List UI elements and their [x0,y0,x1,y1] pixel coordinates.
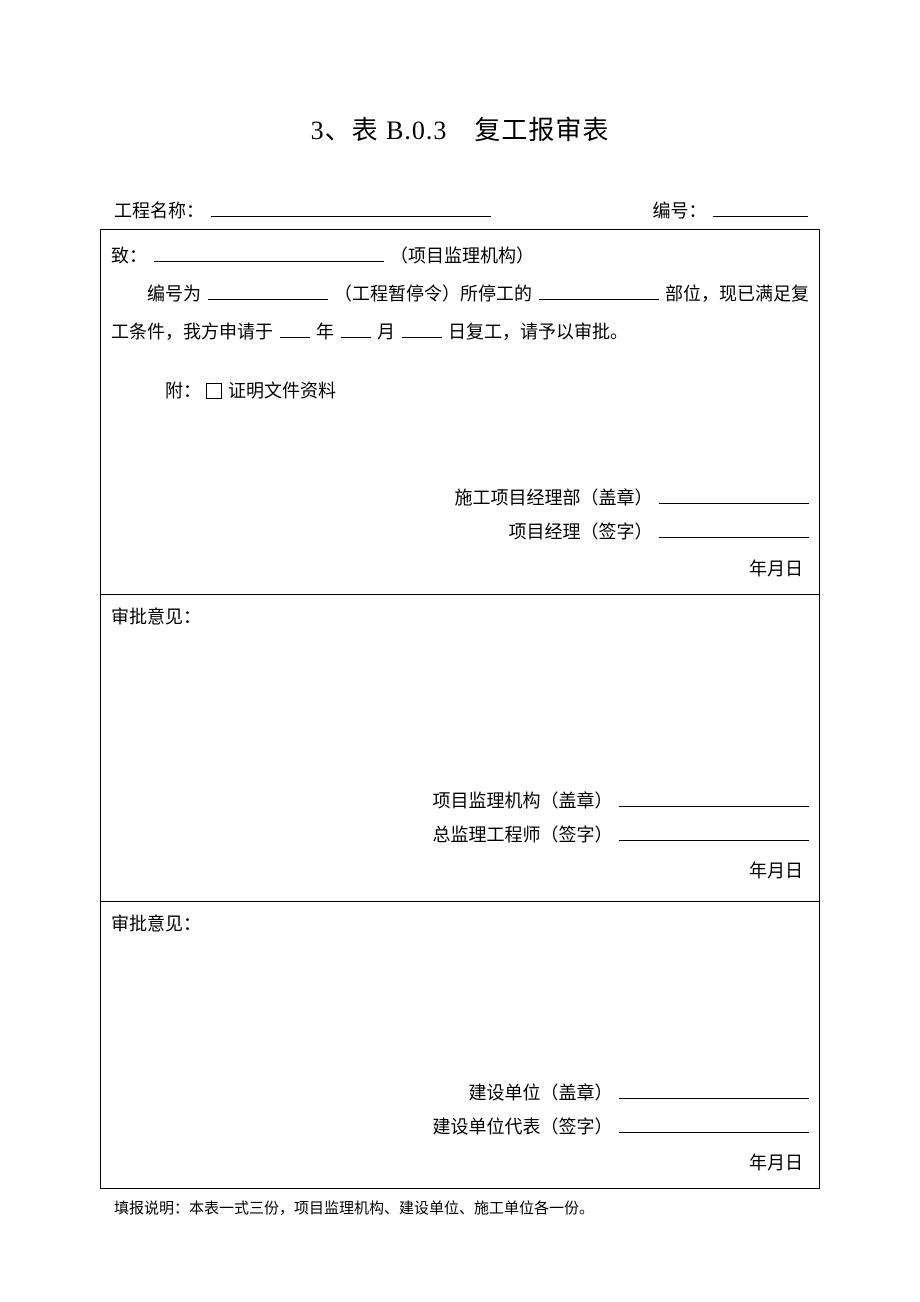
date-year-label: 年 [749,1153,767,1173]
owner-date-row: 年月日 [111,1146,809,1180]
to-label: 致： [111,246,147,266]
applicant-date-row: 年月日 [111,552,809,586]
to-blank[interactable] [154,261,384,262]
supervisor-signature-block: 项目监理机构（盖章） 总监理工程师（签字） 年月日 [111,784,809,889]
body-dy: 日复工，请予以审批。 [448,322,628,342]
serial-label: 编号： [653,201,707,221]
date-day-label: 日 [785,1153,803,1173]
serial-field: 编号： [653,197,811,223]
supervisor-seal-blank[interactable] [619,806,809,807]
form-header: 工程名称： 编号： [100,197,820,229]
to-suffix: （项目监理机构） [390,246,534,266]
supervisor-sign-label: 总监理工程师（签字） [433,825,613,845]
body-prefix: 编号为 [147,284,201,304]
body-mid1: （工程暂停令）所停工的 [334,284,532,304]
supervisor-sign-blank[interactable] [619,840,809,841]
page: 3、表 B.0.3 复工报审表 工程名称： 编号： 致： （项目监理机构） 编号… [0,0,920,1278]
date-month-label: 月 [767,1153,785,1173]
applicant-cell: 致： （项目监理机构） 编号为 （工程暂停令）所停工的 部位，现已满足复 工条件… [101,230,820,595]
order-no-blank[interactable] [208,299,328,300]
applicant-sign-label: 项目经理（签字） [509,522,653,542]
date-year-label: 年 [749,559,767,579]
checkbox-icon[interactable] [206,383,222,399]
applicant-signature-block: 施工项目经理部（盖章） 项目经理（签字） 年月日 [111,481,809,586]
supervisor-seal-label: 项目监理机构（盖章） [433,791,613,811]
part-blank[interactable] [539,299,659,300]
date-day-label: 日 [785,861,803,881]
serial-blank[interactable] [713,216,808,217]
owner-cell: 审批意见： 建设单位（盖章） 建设单位代表（签字） 年月日 [101,901,820,1189]
owner-signature-block: 建设单位（盖章） 建设单位代表（签字） 年月日 [111,1076,809,1181]
project-name-blank[interactable] [211,216,491,217]
owner-sign-blank[interactable] [619,1132,809,1133]
body-line2-prefix: 工条件，我方申请于 [111,322,273,342]
month-blank[interactable] [341,337,371,338]
addressee-line: 致： （项目监理机构） [111,238,809,276]
attachment-line: 附： 证明文件资料 [111,373,809,411]
supervisor-heading: 审批意见： [111,603,809,629]
date-month-label: 月 [767,861,785,881]
date-year-label: 年 [749,861,767,881]
owner-heading: 审批意见： [111,910,809,936]
attach-label: 附： [165,381,201,401]
date-day-label: 日 [785,559,803,579]
body-mo: 月 [377,322,395,342]
owner-seal-label: 建设单位（盖章） [469,1083,613,1103]
body-mid2: 部位，现已满足复 [665,284,809,304]
footnote: 填报说明：本表一式三份，项目监理机构、建设单位、施工单位各一份。 [100,1189,820,1218]
form-table: 致： （项目监理机构） 编号为 （工程暂停令）所停工的 部位，现已满足复 工条件… [100,229,820,1189]
body-yr: 年 [316,322,334,342]
supervisor-date-row: 年月日 [111,854,809,888]
body-line1: 编号为 （工程暂停令）所停工的 部位，现已满足复 [111,276,809,314]
day-blank[interactable] [402,337,442,338]
page-title: 3、表 B.0.3 复工报审表 [100,110,820,147]
applicant-sign-blank[interactable] [659,537,809,538]
supervisor-cell: 审批意见： 项目监理机构（盖章） 总监理工程师（签字） 年月日 [101,594,820,901]
body-line2: 工条件，我方申请于 年 月 日复工，请予以审批。 [111,314,809,352]
date-month-label: 月 [767,559,785,579]
project-name-field: 工程名称： [114,197,493,223]
project-name-label: 工程名称： [114,201,204,221]
applicant-seal-label: 施工项目经理部（盖章） [455,488,653,508]
attach-item: 证明文件资料 [228,381,336,401]
owner-seal-blank[interactable] [619,1098,809,1099]
owner-sign-label: 建设单位代表（签字） [433,1117,613,1137]
applicant-seal-blank[interactable] [659,503,809,504]
year-blank[interactable] [280,337,310,338]
